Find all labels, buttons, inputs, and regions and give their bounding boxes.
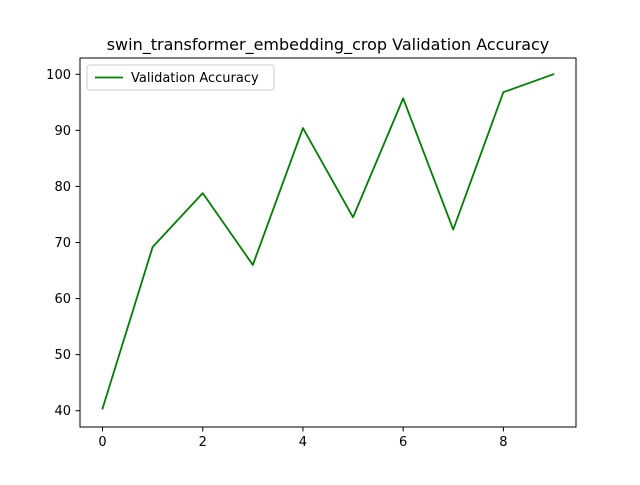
x-tick-label: 4 [299,435,307,450]
y-tick-label: 80 [54,180,71,195]
chart-title: swin_transformer_embedding_crop Validati… [107,35,550,55]
y-tick-label: 100 [46,68,71,83]
x-tick-label: 8 [499,435,507,450]
y-tick-label: 70 [54,236,71,251]
data-point [352,216,354,218]
y-tick-label: 60 [54,292,71,307]
data-point [151,246,153,248]
data-point [252,264,254,266]
legend-label: Validation Accuracy [131,71,259,86]
series-line-0 [101,73,555,410]
y-tick-label: 40 [54,404,71,419]
legend-box [86,64,275,91]
data-point [101,407,103,409]
data-point [552,73,554,75]
legend: Validation Accuracy [86,64,275,91]
data-point [202,192,204,194]
y-tick-label: 50 [54,348,71,363]
y-tick-label: 90 [54,124,71,139]
data-point [302,127,304,129]
data-point [452,228,454,230]
x-tick-label: 0 [98,435,106,450]
data-point [502,91,504,93]
plot-area: 0 2 4 6 8 40 50 60 70 80 90 100 [46,57,577,450]
x-tick-label: 6 [399,435,407,450]
x-tick-label: 2 [199,435,207,450]
data-point [402,97,404,99]
